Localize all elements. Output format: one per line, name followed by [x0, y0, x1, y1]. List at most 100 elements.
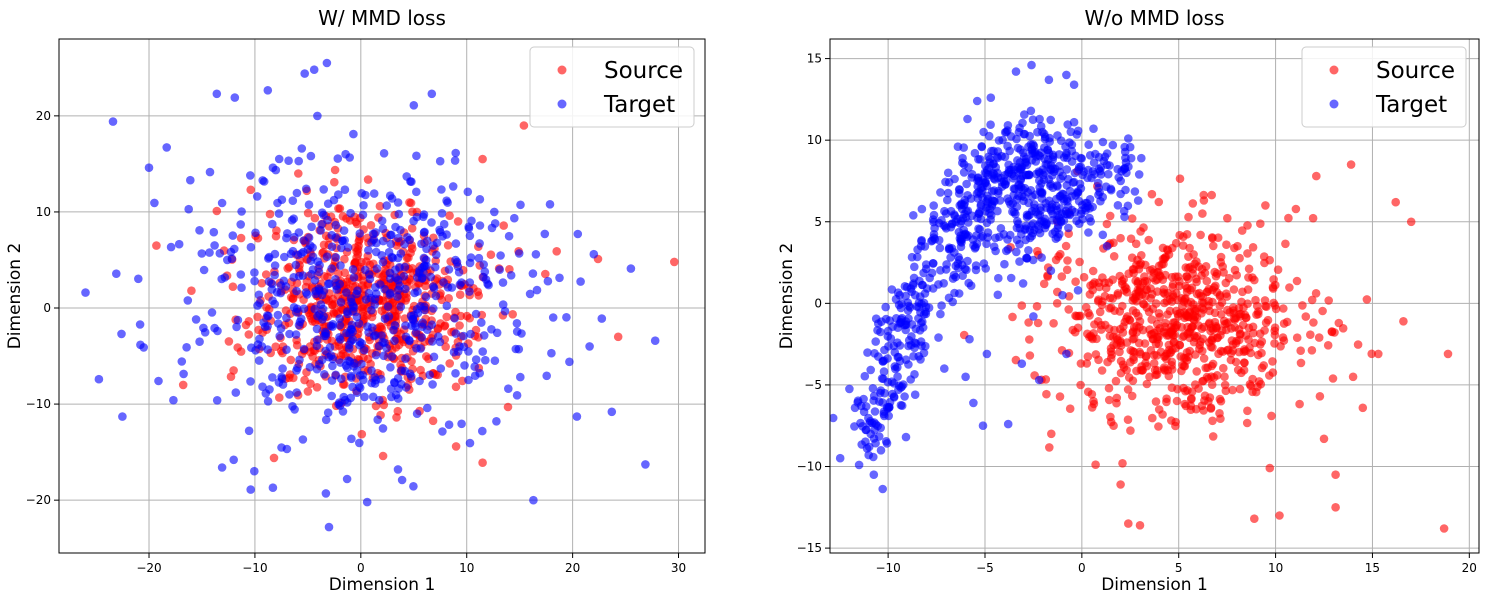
data-point	[1285, 283, 1294, 292]
data-point	[1151, 397, 1161, 406]
data-point	[1086, 217, 1095, 226]
data-point	[1296, 346, 1305, 356]
data-point	[1182, 287, 1192, 297]
data-point	[1011, 67, 1021, 76]
data-point	[934, 333, 943, 342]
data-point	[217, 463, 227, 472]
data-point	[1023, 188, 1033, 197]
data-point	[418, 273, 427, 283]
data-point	[1209, 241, 1218, 251]
data-point	[1147, 189, 1157, 199]
data-point	[1197, 303, 1207, 313]
data-point	[650, 336, 660, 346]
data-point	[1118, 301, 1127, 311]
data-point	[360, 392, 369, 402]
data-point	[1147, 315, 1156, 324]
data-point	[1037, 194, 1047, 203]
data-point	[1123, 385, 1133, 394]
data-point	[1057, 272, 1067, 281]
data-point	[954, 185, 964, 194]
data-point	[1211, 281, 1220, 291]
data-point	[330, 165, 340, 175]
data-point	[395, 262, 404, 272]
data-point	[1284, 213, 1293, 223]
data-point	[259, 177, 269, 186]
data-point	[366, 293, 376, 303]
data-point	[878, 356, 888, 366]
data-point	[940, 364, 949, 373]
data-point	[1046, 266, 1056, 276]
data-point	[1108, 275, 1117, 285]
data-point	[1160, 298, 1169, 308]
data-point	[1233, 365, 1243, 375]
data-point	[267, 279, 277, 289]
data-point	[1006, 273, 1016, 283]
data-point	[917, 299, 926, 309]
data-point	[879, 367, 889, 376]
data-point	[1102, 219, 1112, 229]
data-point	[1227, 324, 1236, 333]
data-point	[547, 348, 556, 358]
data-point	[863, 348, 872, 357]
data-point	[977, 142, 986, 151]
data-point	[1186, 401, 1196, 411]
data-point	[1044, 75, 1054, 85]
data-point	[1108, 140, 1118, 150]
data-point	[460, 361, 469, 370]
chart-title: W/o MMD loss	[1084, 6, 1224, 30]
ticks: −10 −5 0 5 10 15 20 −15 −10 −5 0 5 10 15	[797, 52, 1477, 575]
data-point	[340, 185, 350, 194]
data-point	[948, 297, 957, 307]
data-point	[541, 269, 550, 279]
data-point	[545, 200, 555, 209]
data-point	[471, 355, 481, 364]
data-point	[306, 256, 316, 266]
data-point	[1028, 115, 1038, 124]
data-point	[1202, 276, 1212, 286]
data-point	[1367, 349, 1376, 359]
data-point	[1000, 259, 1009, 269]
data-point	[322, 252, 332, 261]
data-point	[1105, 304, 1114, 313]
data-point	[919, 348, 929, 358]
data-point	[378, 451, 388, 461]
data-point	[1243, 221, 1252, 230]
data-point	[1116, 341, 1126, 350]
data-point	[1241, 313, 1251, 322]
data-point	[999, 230, 1009, 239]
data-point	[1137, 153, 1146, 163]
data-point	[455, 290, 465, 300]
data-point	[1243, 285, 1253, 294]
data-point	[1042, 219, 1051, 228]
data-point	[508, 310, 517, 319]
data-point	[186, 175, 195, 185]
x-tick-label: 10	[459, 561, 474, 575]
data-point	[1073, 188, 1083, 197]
data-point	[986, 93, 996, 102]
data-point	[246, 185, 255, 195]
data-point	[1172, 396, 1182, 406]
data-point	[263, 397, 273, 406]
data-point	[1052, 299, 1062, 308]
data-point	[1267, 411, 1276, 421]
data-point	[343, 243, 353, 252]
data-point	[972, 96, 982, 106]
data-point	[516, 200, 525, 210]
data-point	[1248, 374, 1257, 384]
data-point	[439, 219, 449, 229]
data-point	[354, 382, 364, 391]
data-point	[336, 351, 346, 361]
data-point	[1135, 521, 1145, 530]
data-point	[1175, 340, 1185, 350]
data-point	[879, 411, 889, 421]
data-point	[455, 321, 464, 330]
data-point	[263, 86, 273, 95]
series-target	[81, 58, 660, 532]
data-point	[1128, 376, 1138, 386]
data-point	[375, 201, 385, 211]
y-axis-label: Dimension 2	[5, 243, 25, 350]
data-point	[500, 306, 510, 316]
data-point	[915, 326, 925, 335]
data-point	[1003, 126, 1012, 135]
data-point	[406, 275, 415, 285]
